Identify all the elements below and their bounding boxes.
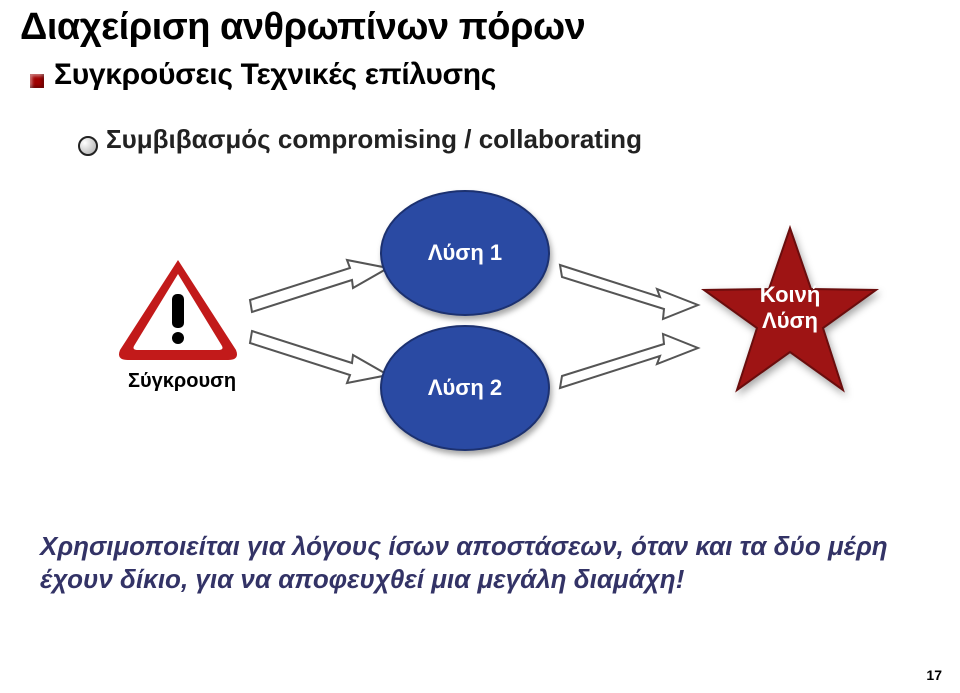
star-label-1: Κοινή <box>730 282 850 307</box>
page-number: 17 <box>926 667 942 683</box>
solution-2-label: Λύση 2 <box>428 375 502 401</box>
warning-icon <box>119 260 237 360</box>
subpoint-text: Συμβιβασμός compromising / collaborating <box>106 124 642 155</box>
solution-1-label: Λύση 1 <box>428 240 502 266</box>
arrow-to-sol1 <box>250 260 388 312</box>
arrow-to-sol2 <box>250 331 388 383</box>
page-title: Διαχείριση ανθρωπίνων πόρων <box>20 6 585 49</box>
subpoint-bullet <box>78 136 98 156</box>
arrow-sol2-to-star <box>560 334 698 388</box>
body-text: Χρησιμοποιείται για λόγους ίσων αποστάσε… <box>40 530 940 595</box>
conflict-label: Σύγκρουση <box>128 370 236 393</box>
subtitle-bullet <box>30 74 44 88</box>
arrow-sol1-to-star <box>560 265 698 319</box>
solution-2-node: Λύση 2 <box>380 325 550 451</box>
solution-1-node: Λύση 1 <box>380 190 550 316</box>
star-label-2: Λύση <box>730 308 850 333</box>
subtitle-text: Συγκρούσεις Τεχνικές επίλυσης <box>54 58 496 92</box>
